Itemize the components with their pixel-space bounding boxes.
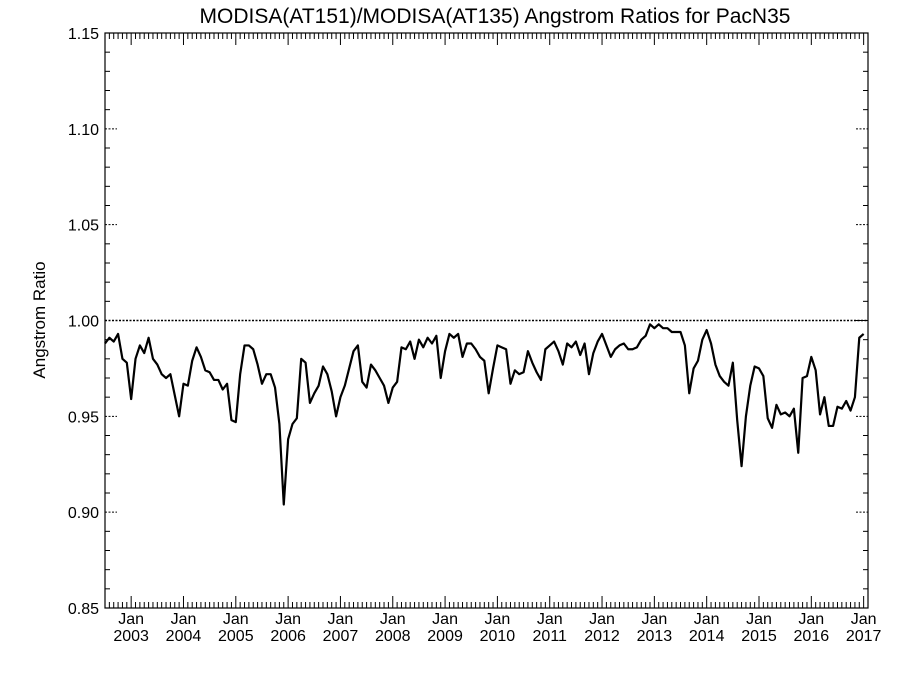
- x-tick-month-label: Jan: [432, 611, 458, 628]
- y-tick-label: 1.05: [68, 218, 99, 235]
- x-tick-year-label: 2012: [584, 628, 620, 645]
- x-tick-month-label: Jan: [798, 611, 824, 628]
- y-tick-label: 0.95: [68, 409, 99, 426]
- x-axis-ticks: Jan2003Jan2004Jan2005Jan2006Jan2007Jan20…: [104, 33, 882, 645]
- chart-title: MODISA(AT151)/MODISA(AT135) Angstrom Rat…: [200, 5, 791, 28]
- x-tick-year-label: 2006: [270, 628, 306, 645]
- x-tick-year-label: 2009: [427, 628, 463, 645]
- x-tick-month-label: Jan: [694, 611, 720, 628]
- series-line: [104, 323, 865, 506]
- x-tick-year-label: 2013: [637, 628, 673, 645]
- x-tick-year-label: 2003: [113, 628, 149, 645]
- x-tick-year-label: 2017: [846, 628, 882, 645]
- x-tick-year-label: 2016: [794, 628, 830, 645]
- x-tick-year-label: 2015: [741, 628, 777, 645]
- x-tick-month-label: Jan: [380, 611, 406, 628]
- x-tick-month-label: Jan: [171, 611, 197, 628]
- x-tick-month-label: Jan: [275, 611, 301, 628]
- x-tick-year-label: 2004: [166, 628, 202, 645]
- x-tick-month-label: Jan: [641, 611, 667, 628]
- x-tick-month-label: Jan: [485, 611, 511, 628]
- x-tick-year-label: 2005: [218, 628, 254, 645]
- y-tick-label: 1.10: [68, 122, 99, 139]
- x-tick-year-label: 2010: [480, 628, 516, 645]
- y-tick-label: 1.15: [68, 26, 99, 43]
- x-tick-month-label: Jan: [537, 611, 563, 628]
- y-tick-label: 0.85: [68, 601, 99, 618]
- y-tick-label: 1.00: [68, 314, 99, 331]
- y-axis-label: Angstrom Ratio: [30, 261, 49, 378]
- x-tick-month-label: Jan: [746, 611, 772, 628]
- x-tick-month-label: Jan: [328, 611, 354, 628]
- x-tick-month-label: Jan: [118, 611, 144, 628]
- x-tick-month-label: Jan: [223, 611, 249, 628]
- x-tick-year-label: 2014: [689, 628, 725, 645]
- x-tick-year-label: 2008: [375, 628, 411, 645]
- x-tick-year-label: 2011: [533, 628, 568, 645]
- x-tick-month-label: Jan: [851, 611, 877, 628]
- plot-frame: [104, 32, 869, 609]
- y-axis-ticks: 0.85 0.90 0.95 1.00 1.05 1.10 1.15: [68, 26, 868, 618]
- x-tick-year-label: 2007: [323, 628, 359, 645]
- x-tick-month-label: Jan: [589, 611, 615, 628]
- y-tick-label: 0.90: [68, 505, 99, 522]
